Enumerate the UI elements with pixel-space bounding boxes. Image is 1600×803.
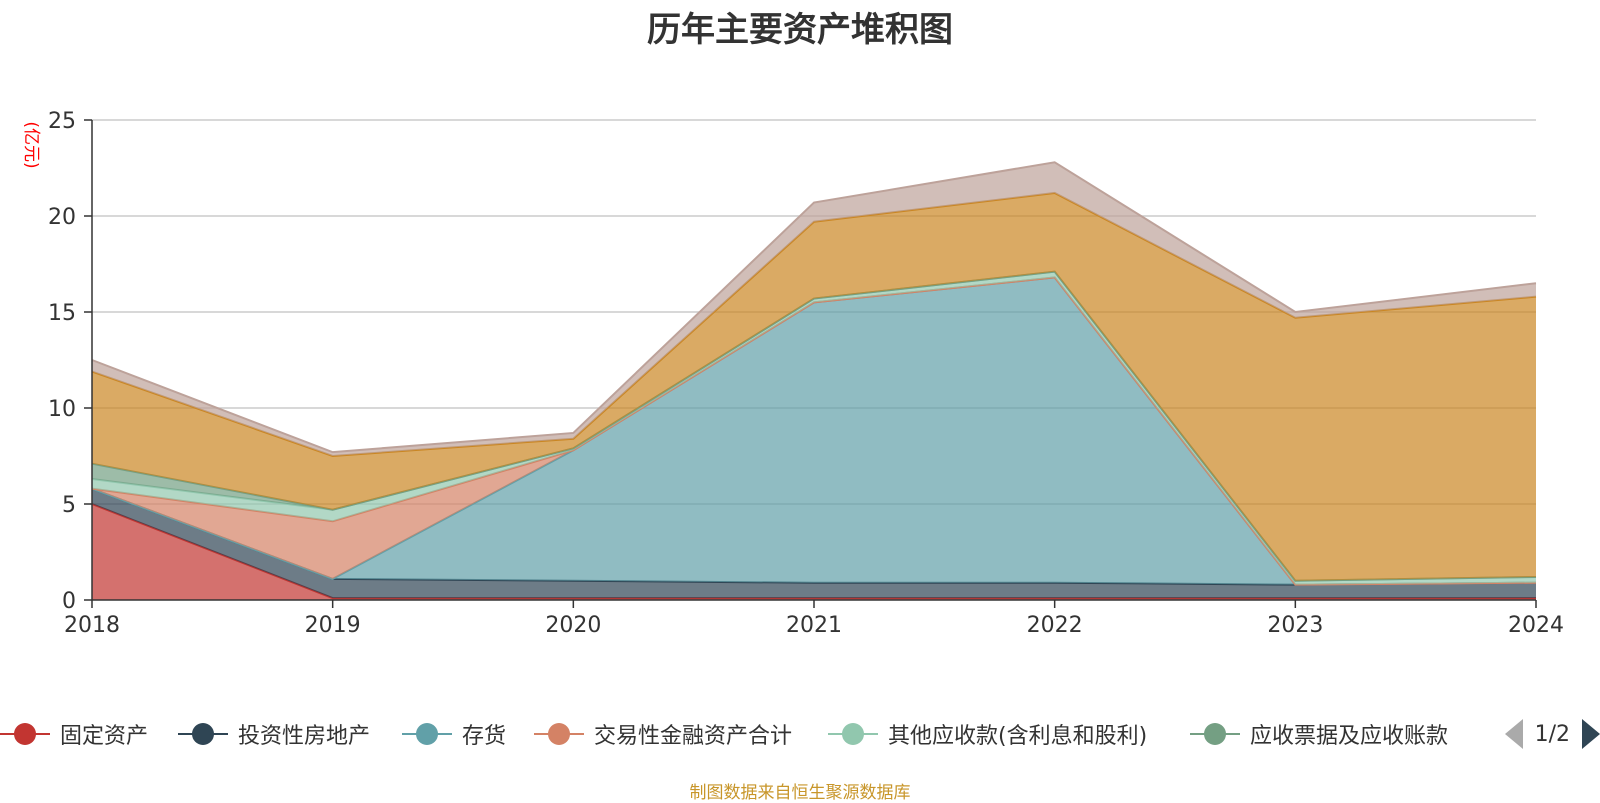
legend-circle-icon (402, 723, 452, 745)
legend-item[interactable]: 固定资产 (0, 714, 148, 754)
legend-label: 其他应收款(含利息和股利) (888, 724, 1148, 749)
y-tick-label: 10 (48, 397, 76, 422)
chart-plot-area: 0 5 10 15 20 25 2018 2019 2020 2021 2022 2023 2024 (… (21, 109, 1564, 638)
legend-item[interactable]: 存货 (402, 714, 506, 754)
area-series-0[interactable] (92, 504, 1536, 600)
y-tick-label: 20 (48, 205, 76, 230)
area-series-line-7 (91, 161, 1537, 454)
legend-circle-icon (1190, 723, 1240, 745)
legend-label: 应收票据及应收账款 (1250, 724, 1449, 749)
legend-circle-icon (178, 723, 228, 745)
legend-page-indicator: 1/2 (1534, 721, 1570, 747)
legend-circle-icon (534, 723, 584, 745)
legend-label: 交易性金融资产合计 (594, 724, 793, 749)
x-tick-label: 2023 (1267, 613, 1323, 638)
x-tick-label: 2020 (545, 613, 601, 638)
legend-circle-icon (0, 723, 50, 745)
legend-circle-icon (828, 723, 878, 745)
y-tick-label: 5 (62, 493, 76, 518)
y-tick-label: 25 (48, 109, 76, 134)
x-tick-label: 2022 (1027, 613, 1083, 638)
legend-label: 固定资产 (60, 724, 149, 749)
legend-item[interactable]: 投资性房地产 (178, 714, 370, 754)
legend-label: 存货 (462, 724, 507, 749)
stacked-areas (91, 161, 1537, 600)
legend-item[interactable]: 交易性金融资产合计 (534, 714, 792, 754)
x-tick-label: 2018 (64, 613, 120, 638)
source-note: 制图数据来自恒生聚源数据库 (689, 783, 911, 803)
legend-label: 投资性房地产 (238, 724, 371, 749)
legend-pager: 1/2 (1504, 716, 1600, 752)
x-tick-label: 2021 (786, 613, 842, 638)
x-tick-label: 2024 (1508, 613, 1564, 638)
area-series-3[interactable] (92, 277, 1536, 585)
y-tick-label: 0 (62, 589, 76, 614)
chart-title: 历年主要资产堆积图 (647, 10, 953, 50)
x-tick-label: 2019 (305, 613, 361, 638)
legend-next-page-arrow-icon[interactable] (1582, 719, 1600, 749)
area-series-6[interactable] (92, 192, 1536, 581)
area-series-7[interactable] (92, 162, 1536, 457)
legend: 固定资产 投资性房地产 存货 交易性金融资产合计 其他应收款(含利息和股利) 应收票据及应… (0, 714, 1600, 754)
y-axis-unit-label: (亿元) (21, 121, 41, 168)
legend-item[interactable]: 应收票据及应收账款 (1190, 714, 1448, 754)
area-series-1[interactable] (92, 488, 1536, 599)
legend-prev-page-arrow-icon[interactable] (1504, 719, 1523, 749)
legend-item[interactable]: 其他应收款(含利息和股利) (828, 714, 1147, 754)
y-tick-label: 15 (48, 301, 76, 326)
axes: 0 5 10 15 20 25 2018 2019 2020 2021 2022 2023 2024 (48, 109, 1564, 638)
area-series-2[interactable] (92, 277, 1536, 585)
